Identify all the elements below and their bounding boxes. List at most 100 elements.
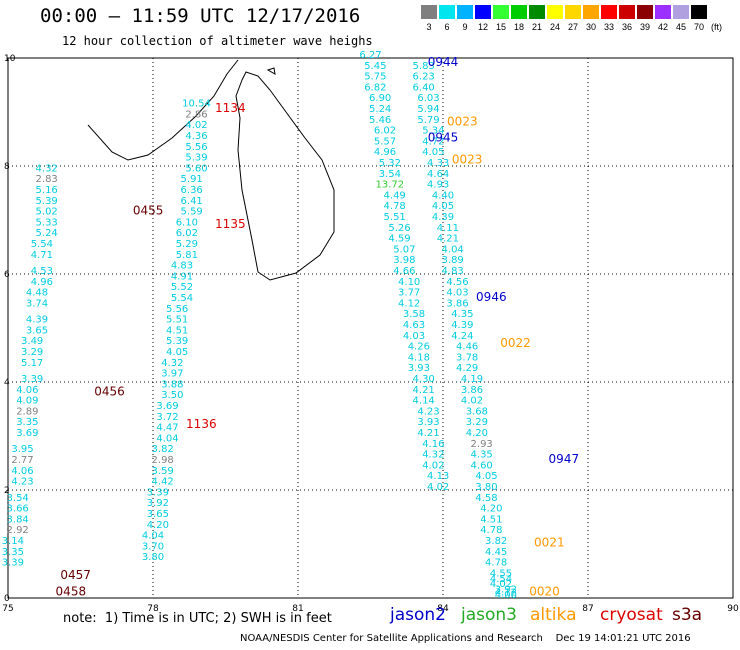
y-tick-label: 8: [4, 162, 10, 172]
wave-height-value: 4.64: [427, 169, 449, 180]
scale-swatch: [547, 5, 563, 19]
wave-height-value: 6.90: [369, 93, 391, 104]
wave-height-value: 4.18: [408, 352, 430, 363]
wave-height-value: 3.66: [7, 504, 29, 515]
wave-height-value: 4.78: [384, 201, 406, 212]
scale-label: 42: [657, 22, 668, 32]
wave-height-value: 4.35: [451, 309, 473, 320]
wave-height-value: 5.51: [384, 212, 406, 223]
wave-height-value: 4.05: [475, 471, 497, 482]
wave-height-value: 3.97: [161, 369, 183, 380]
wave-height-value: 4.66: [393, 266, 415, 277]
wave-height-value: 6.82: [364, 82, 386, 93]
wave-height-value: 3.80: [142, 552, 164, 563]
wave-height-value: 5.33: [36, 217, 58, 228]
scale-swatch: [511, 5, 527, 19]
wave-height-value: 3.68: [466, 406, 488, 417]
scale-unit: (ft): [711, 22, 722, 32]
wave-height-value: 4.56: [446, 277, 468, 288]
wave-height-value: 2.86: [185, 109, 207, 120]
wave-height-value: 3.98: [393, 255, 415, 266]
wave-height-value: 3.69: [156, 401, 178, 412]
wave-height-value: 4.53: [31, 266, 53, 277]
wave-height-value: 4.35: [471, 450, 493, 461]
wave-height-value: 3.74: [26, 298, 48, 309]
wave-height-value: 4.23: [11, 477, 33, 488]
scale-label: 15: [495, 22, 506, 32]
wave-height-value: 3.92: [147, 498, 169, 509]
wave-height-value: 4.11: [437, 223, 459, 234]
wave-height-value: 4.93: [427, 180, 449, 191]
wave-height-value: 4.83: [442, 266, 464, 277]
pass-time-label: 0455: [133, 204, 164, 218]
pass-time-label: 0945: [428, 131, 459, 145]
scale-label: 39: [639, 22, 650, 32]
wave-height-value: 3.84: [7, 514, 29, 525]
scale-label: 27: [567, 22, 578, 32]
scale-label: 70: [693, 22, 704, 32]
x-tick-label: 81: [292, 604, 303, 614]
wave-height-value: 4.72: [422, 136, 444, 147]
wave-height-value: 10.54: [182, 99, 211, 110]
wave-height-value: 4.02: [490, 579, 512, 590]
legend-item-altika: altika: [530, 605, 577, 625]
map-frame: [7, 57, 734, 599]
wave-height-value: 4.45: [485, 547, 507, 558]
wave-height-value: 3.49: [21, 336, 43, 347]
wave-height-values: 4.322.835.165.395.025.335.245.544.714.53…: [2, 50, 517, 601]
wave-height-value: 2.89: [16, 406, 38, 417]
scale-label: 18: [513, 22, 524, 32]
wave-height-value: 5.51: [166, 315, 188, 326]
wave-height-value: 5.16: [36, 185, 58, 196]
wave-height-value: 3.95: [11, 444, 33, 455]
scale-label: 33: [603, 22, 614, 32]
credit-text: NOAA/NESDIS Center for Satellite Applica…: [240, 633, 543, 644]
y-tick-label: 10: [4, 54, 16, 64]
wave-height-value: 4.06: [16, 385, 38, 396]
pass-time-label: 1136: [186, 417, 217, 431]
wave-height-value: 3.86: [461, 385, 483, 396]
wave-height-value: 4.03: [403, 331, 425, 342]
wave-height-value: 5.52: [171, 282, 193, 293]
wave-height-value: 3.93: [417, 417, 439, 428]
coastline: [87, 59, 335, 281]
wave-height-value: 4.59: [388, 234, 410, 245]
wave-height-value: 4.78: [480, 525, 502, 536]
wave-height-value: 2.77: [11, 455, 33, 466]
wave-height-value: 4.04: [156, 433, 178, 444]
wave-height-value: 3.65: [26, 325, 48, 336]
scale-label: 30: [585, 22, 596, 32]
wave-height-value: 3.65: [147, 509, 169, 520]
wave-height-value: 6.10: [176, 217, 198, 228]
wave-height-value: 4.48: [26, 288, 48, 299]
wave-height-value: 4.03: [446, 288, 468, 299]
time-labels: 0944 0945 0946 0947 0023 0023 0022 0021 0020 1134…: [56, 55, 580, 598]
wave-height-value: 4.55: [490, 568, 512, 579]
x-tick-label: 90: [727, 604, 739, 614]
wave-height-value: 6.23: [413, 72, 435, 83]
wave-height-value: 4.96: [31, 277, 53, 288]
wave-height-value: 3.35: [2, 547, 24, 558]
wave-height-value: 5.34: [422, 126, 444, 137]
wave-height-value: 5.79: [417, 115, 439, 126]
wave-height-value: 3.39: [2, 558, 24, 569]
wave-height-value: 2.98: [152, 455, 174, 466]
scale-swatch: [565, 5, 581, 19]
wave-height-value: 4.16: [422, 439, 444, 450]
wave-height-value: 3.93: [408, 363, 430, 374]
wave-height-value: 4.21: [437, 234, 459, 245]
scale-label: 3: [426, 22, 432, 32]
wave-height-value: 3.77: [398, 288, 420, 299]
wave-height-value: 5.45: [364, 61, 386, 72]
wave-height-value: 4.32: [161, 358, 183, 369]
units-note: note: 1) Time is in UTC; 2) SWH is in fe…: [63, 611, 332, 626]
scale-label: 6: [444, 22, 450, 32]
wave-height-value: 3.70: [142, 541, 164, 552]
wave-height-value: 5.75: [364, 72, 386, 83]
y-tick-label: 4: [4, 378, 10, 388]
scale-label: 24: [549, 22, 560, 32]
wave-height-value: 2.92: [7, 525, 29, 536]
scale-swatch: [673, 5, 689, 19]
wave-height-value: 5.24: [369, 104, 391, 115]
